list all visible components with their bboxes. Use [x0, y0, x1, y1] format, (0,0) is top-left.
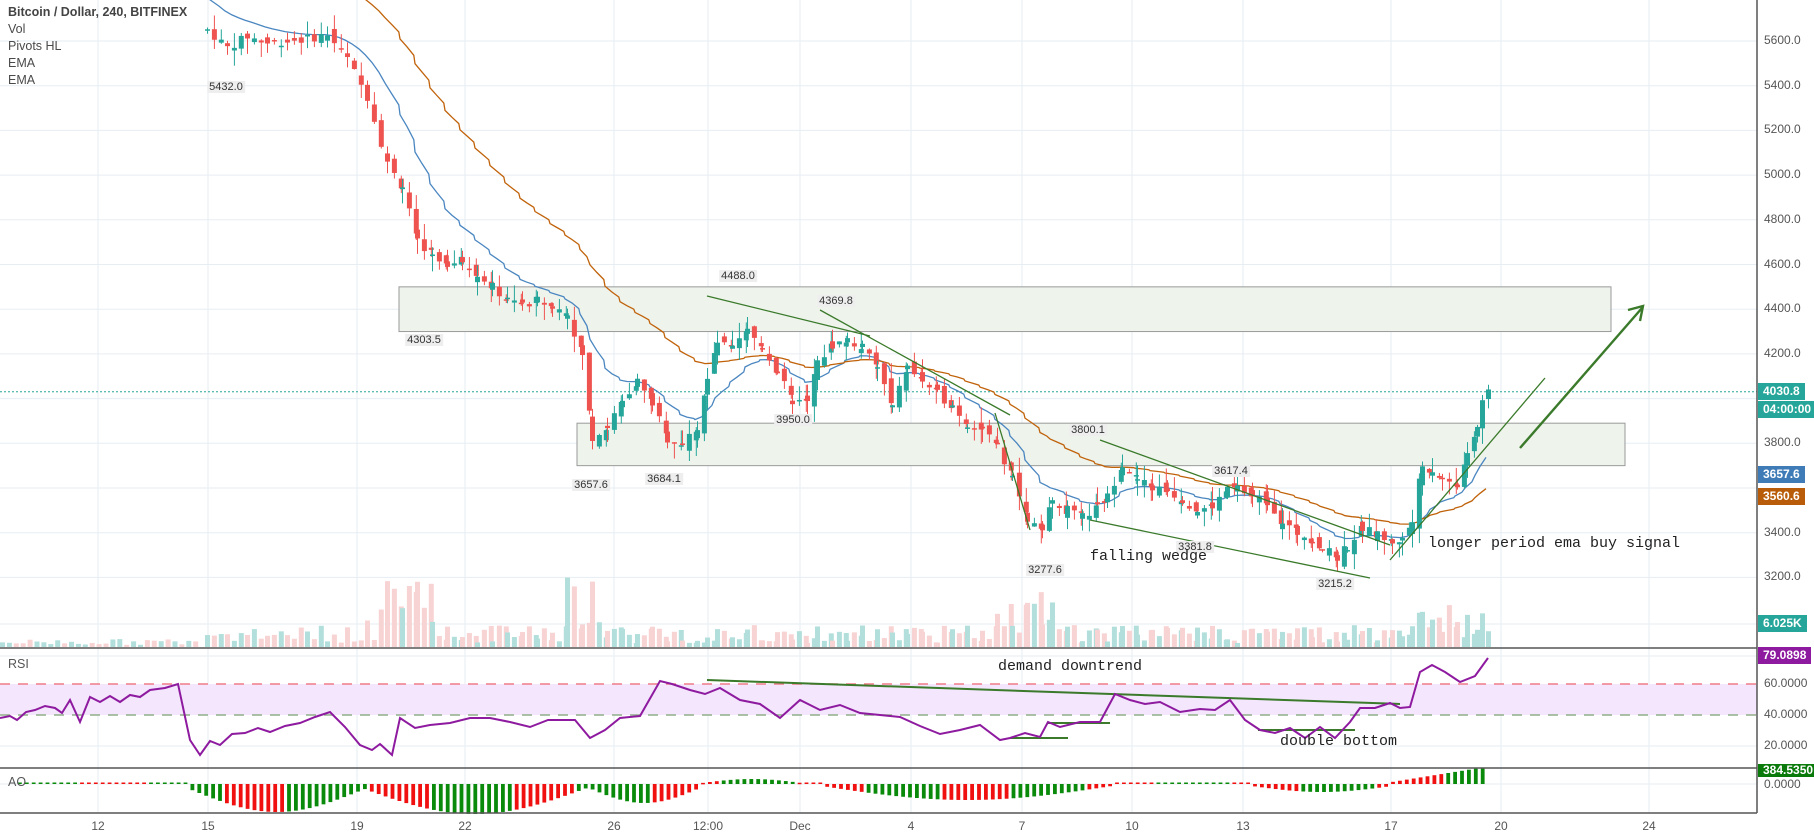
rsi-tick-40: 40.0000	[1764, 707, 1808, 721]
candlesticks	[205, 15, 1491, 572]
pivot-label: 3215.2	[1316, 578, 1354, 590]
time-tick: 15	[201, 819, 215, 833]
pivot-label: 3381.8	[1176, 541, 1214, 553]
ema-fast-tag: 3657.6	[1758, 466, 1805, 483]
time-tick: 12:00	[692, 819, 724, 833]
time-tick: Dec	[789, 819, 811, 833]
pivot-label: 4303.5	[405, 334, 443, 346]
price-tick: 3200.0	[1764, 569, 1801, 584]
pivot-label: 3950.0	[774, 414, 812, 426]
rsi-tick-20: 20.0000	[1764, 738, 1808, 752]
price-tick: 3800.0	[1764, 435, 1801, 450]
symbol-title[interactable]: Bitcoin / Dollar, 240, BITFINEX	[8, 5, 188, 19]
rsi-tick-60: 60.0000	[1764, 676, 1808, 690]
pane-frames	[0, 0, 1758, 814]
rsi-pane-label[interactable]: RSI	[8, 657, 29, 671]
time-tick: 10	[1125, 819, 1139, 833]
legend-item-ema-fast[interactable]: EMA	[8, 56, 36, 70]
pivot-label: 3617.4	[1212, 465, 1250, 477]
chart-legend: Bitcoin / Dollar, 240, BITFINEX Vol Pivo…	[8, 4, 187, 89]
ao-pane-label[interactable]: AO	[8, 775, 27, 789]
annotation-falling-wedge[interactable]: falling wedge	[1090, 548, 1208, 565]
price-tick: 5400.0	[1764, 77, 1801, 92]
pivot-label: 3684.1	[645, 473, 683, 485]
time-tick: 13	[1236, 819, 1250, 833]
volume-bars	[0, 577, 1491, 647]
time-tick: 19	[350, 819, 364, 833]
grid-lines	[0, 0, 1757, 813]
pivot-label: 5432.0	[207, 81, 245, 93]
rsi-band	[0, 683, 1757, 716]
pivot-label: 4488.0	[719, 270, 757, 282]
price-tick: 5600.0	[1764, 33, 1801, 47]
annotation-double-bottom[interactable]: double bottom	[1280, 733, 1398, 750]
pivot-label: 3277.6	[1026, 564, 1064, 576]
rsi-line	[0, 657, 1489, 757]
time-tick: 4	[907, 819, 915, 833]
time-tick: 7	[1018, 819, 1026, 833]
price-tick: 3400.0	[1764, 524, 1801, 539]
price-tick: 4400.0	[1764, 301, 1801, 316]
legend-item-pivots[interactable]: Pivots HL	[8, 39, 62, 53]
last-price-tag: 4030.8	[1758, 383, 1805, 400]
trend-lines[interactable]	[706, 295, 1645, 739]
ao-histogram	[18, 767, 1485, 814]
time-tick: 12	[91, 819, 105, 833]
pivot-label: 3800.1	[1069, 424, 1107, 436]
price-tick: 5000.0	[1764, 167, 1801, 182]
annotation-demand-downtrend[interactable]: demand downtrend	[998, 658, 1143, 675]
volume-tag: 6.025K	[1758, 615, 1807, 632]
rsi-value-tag: 79.0898	[1758, 647, 1812, 664]
pivot-label: 4369.8	[817, 295, 855, 307]
legend-item-ema-slow[interactable]: EMA	[8, 73, 36, 87]
ema-lines	[209, 0, 1487, 540]
ema-slow-tag: 3560.6	[1758, 488, 1805, 505]
ao-tick-0: 0.0000	[1764, 777, 1801, 791]
time-tick: 22	[458, 819, 472, 833]
ao-value-tag: 384.5350	[1758, 764, 1814, 777]
price-tick: 4200.0	[1764, 345, 1801, 360]
price-tick: 5200.0	[1764, 122, 1801, 137]
time-tick: 24	[1642, 819, 1656, 833]
pivot-label: 3657.6	[572, 479, 610, 491]
price-tick: 4800.0	[1764, 211, 1801, 226]
legend-item-vol[interactable]: Vol	[8, 22, 26, 36]
countdown-tag: 04:00:00	[1758, 401, 1814, 418]
price-tick: 4600.0	[1764, 256, 1801, 271]
time-tick: 26	[607, 819, 621, 833]
time-tick: 17	[1384, 819, 1398, 833]
annotation-buy-signal[interactable]: longer period ema buy signal	[1428, 535, 1681, 552]
time-tick: 20	[1494, 819, 1508, 833]
